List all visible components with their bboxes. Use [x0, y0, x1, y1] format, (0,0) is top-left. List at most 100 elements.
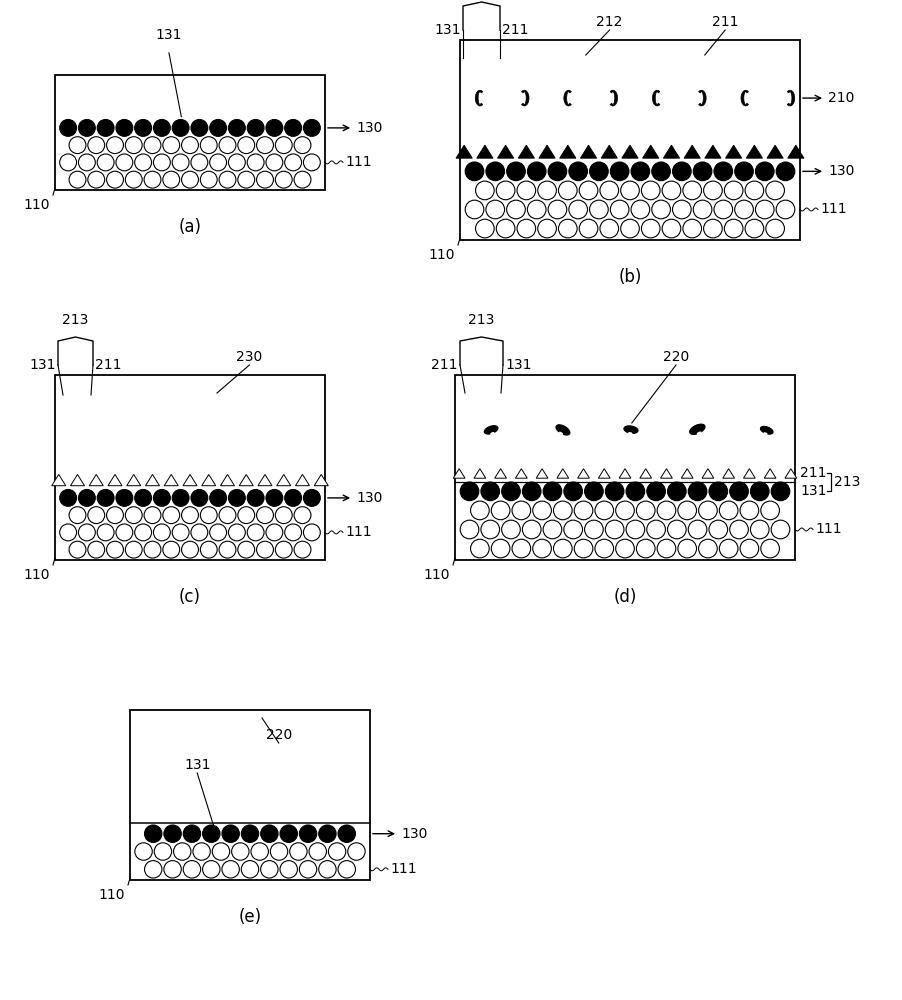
Text: 130: 130 — [355, 491, 382, 505]
Polygon shape — [453, 469, 465, 478]
Circle shape — [280, 861, 297, 878]
Polygon shape — [598, 469, 610, 478]
Circle shape — [584, 482, 603, 501]
Circle shape — [511, 539, 530, 558]
Circle shape — [162, 137, 179, 154]
Circle shape — [521, 482, 540, 501]
Circle shape — [734, 200, 752, 219]
Circle shape — [491, 539, 510, 558]
Circle shape — [153, 524, 170, 541]
Circle shape — [548, 200, 566, 219]
Polygon shape — [745, 145, 761, 158]
Circle shape — [744, 181, 763, 200]
Circle shape — [125, 541, 142, 558]
Circle shape — [106, 171, 124, 188]
Polygon shape — [742, 469, 754, 478]
Bar — [55, 375, 325, 560]
Polygon shape — [601, 145, 617, 158]
Polygon shape — [220, 474, 235, 486]
Text: 211: 211 — [431, 358, 457, 372]
Polygon shape — [51, 474, 66, 486]
Polygon shape — [698, 90, 705, 106]
Text: 131: 131 — [30, 358, 56, 372]
Circle shape — [506, 200, 525, 219]
Circle shape — [162, 541, 179, 558]
Circle shape — [568, 200, 587, 219]
Circle shape — [708, 482, 727, 501]
Text: 111: 111 — [390, 862, 416, 876]
Text: 110: 110 — [23, 198, 50, 212]
Polygon shape — [684, 145, 700, 158]
Circle shape — [294, 541, 310, 558]
Circle shape — [610, 162, 629, 181]
Circle shape — [202, 861, 220, 878]
Polygon shape — [108, 474, 122, 486]
Circle shape — [172, 489, 189, 506]
Circle shape — [294, 507, 310, 524]
Circle shape — [256, 541, 273, 558]
Circle shape — [475, 219, 493, 238]
Circle shape — [280, 825, 297, 842]
Text: (e): (e) — [238, 908, 262, 926]
Circle shape — [677, 501, 695, 520]
Circle shape — [496, 181, 514, 200]
Circle shape — [578, 219, 597, 238]
Circle shape — [200, 171, 217, 188]
Circle shape — [740, 539, 758, 558]
Circle shape — [589, 200, 608, 219]
Text: 130: 130 — [400, 827, 427, 841]
Circle shape — [630, 162, 649, 181]
Circle shape — [713, 200, 732, 219]
Circle shape — [568, 162, 587, 181]
Text: 230: 230 — [236, 350, 262, 364]
Circle shape — [266, 524, 282, 541]
Polygon shape — [722, 469, 733, 478]
Polygon shape — [558, 432, 563, 435]
Circle shape — [625, 520, 644, 539]
Circle shape — [770, 482, 789, 501]
Circle shape — [318, 861, 336, 878]
Polygon shape — [474, 90, 483, 106]
Circle shape — [209, 119, 226, 136]
Circle shape — [256, 171, 273, 188]
Circle shape — [115, 489, 133, 506]
Circle shape — [527, 200, 546, 219]
Circle shape — [574, 539, 593, 558]
Text: 210: 210 — [827, 91, 853, 105]
Polygon shape — [521, 90, 529, 106]
Circle shape — [209, 154, 226, 171]
Circle shape — [765, 181, 784, 200]
Text: 213: 213 — [468, 313, 494, 327]
Circle shape — [202, 825, 220, 842]
Text: (d): (d) — [612, 588, 636, 606]
Circle shape — [542, 482, 561, 501]
Circle shape — [284, 119, 301, 136]
Circle shape — [682, 219, 701, 238]
Circle shape — [294, 137, 310, 154]
Circle shape — [125, 507, 142, 524]
Circle shape — [251, 843, 268, 860]
Circle shape — [60, 154, 77, 171]
Polygon shape — [577, 469, 589, 478]
Circle shape — [594, 501, 613, 520]
Circle shape — [770, 520, 789, 539]
Circle shape — [620, 219, 639, 238]
Circle shape — [303, 524, 320, 541]
Circle shape — [672, 162, 690, 181]
Text: 111: 111 — [819, 202, 846, 216]
Circle shape — [599, 181, 618, 200]
Text: 131: 131 — [799, 484, 825, 498]
Circle shape — [134, 843, 152, 860]
Circle shape — [708, 520, 727, 539]
Text: 213: 213 — [62, 313, 88, 327]
Circle shape — [729, 482, 748, 501]
Polygon shape — [621, 145, 638, 158]
Text: 213: 213 — [833, 475, 860, 489]
Circle shape — [247, 154, 263, 171]
Text: 110: 110 — [428, 248, 455, 262]
Circle shape — [241, 825, 259, 842]
Polygon shape — [483, 426, 497, 434]
Circle shape — [212, 843, 229, 860]
Circle shape — [247, 119, 263, 136]
Polygon shape — [763, 432, 767, 435]
